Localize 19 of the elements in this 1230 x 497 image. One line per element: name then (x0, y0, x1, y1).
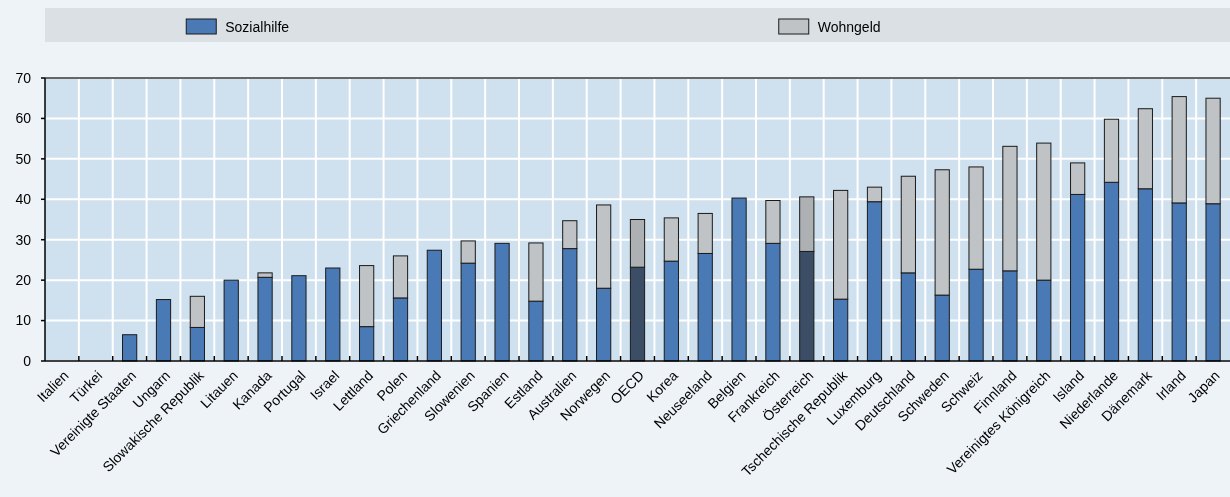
y-tick-label: 30 (15, 231, 32, 248)
bar (122, 334, 138, 362)
legend-label: Sozialhilfe (225, 18, 290, 35)
y-tick-label: 0 (23, 352, 32, 369)
bar (155, 299, 172, 362)
bar (731, 197, 747, 362)
bar (291, 275, 307, 362)
y-tick-label: 40 (15, 191, 32, 208)
y-tick-label: 70 (15, 69, 32, 86)
bar (494, 242, 510, 362)
bar (257, 276, 273, 362)
legend-label: Wohngeld (817, 18, 881, 35)
y-tick-label: 10 (15, 312, 32, 329)
bar (426, 249, 442, 362)
y-tick-label: 50 (15, 150, 32, 167)
bar (325, 267, 341, 362)
y-tick-label: 20 (15, 272, 32, 289)
bar (223, 279, 239, 362)
y-tick-label: 60 (15, 110, 32, 127)
